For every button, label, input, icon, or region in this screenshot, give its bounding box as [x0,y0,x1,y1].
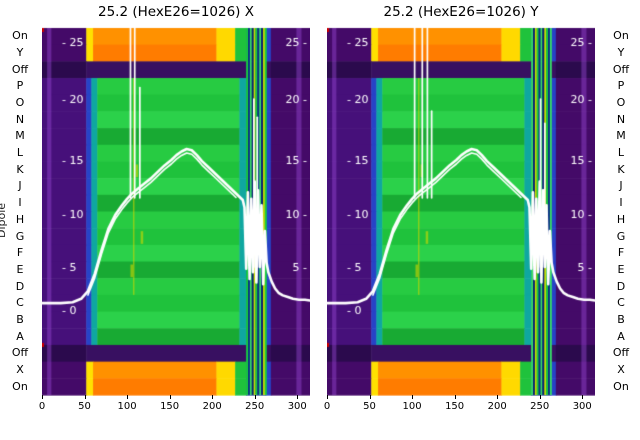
row-label-right-off-19: Off [612,346,630,360]
heatmap-canvas-x [42,0,310,396]
x-tick-mark-0-200 [212,395,214,399]
row-label-right-off-2: Off [612,62,630,76]
row-label-left-a-18: A [16,329,24,343]
x-tick-mark-0-100 [127,395,129,399]
row-label-left-e-14: E [16,262,24,276]
x-tick-mark-1-0 [327,395,328,399]
row-label-right-on-0: On [613,29,629,43]
row-label-right-j-9: J [619,179,623,193]
x-tick-mark-1-300 [582,395,584,399]
x-tick-label-1-150: 150 [445,401,465,412]
x-tick-label-1-50: 50 [363,401,376,412]
x-tick-label-0-0: 0 [38,401,46,412]
row-label-right-d-15: D [616,279,626,293]
row-label-left-off-2: Off [11,62,29,76]
row-label-left-x-20: X [16,362,24,376]
x-tick-mark-0-50 [84,395,86,399]
x-tick-label-0-50: 50 [78,401,91,412]
row-label-left-n-5: N [15,112,25,126]
row-label-right-h-11: H [616,212,626,226]
row-label-left-on-21: On [12,379,28,393]
row-label-right-l-7: L [617,146,625,160]
row-label-left-on-0: On [12,29,28,43]
x-tick-label-1-100: 100 [402,401,422,412]
row-label-left-h-11: H [15,212,25,226]
x-tick-mark-0-150 [169,395,171,399]
x-tick-mark-0-300 [297,395,299,399]
x-tick-label-1-250: 250 [530,401,550,412]
x-tick-mark-1-100 [412,395,414,399]
plot-title-x: 25.2 (HexE26=1026) X [97,4,254,20]
row-label-right-b-17: B [617,312,625,326]
x-tick-mark-1-200 [497,395,499,399]
x-tick-label-0-100: 100 [117,401,137,412]
x-tick-label-1-0: 0 [323,401,331,412]
x-tick-label-0-250: 250 [245,401,265,412]
x-tick-mark-1-150 [454,395,456,399]
row-label-right-g-12: G [616,229,626,243]
row-label-right-e-14: E [617,262,625,276]
row-label-right-o-4: O [616,96,626,110]
x-tick-label-0-150: 150 [160,401,180,412]
row-label-left-m-6: M [15,129,25,143]
plot-title-y: 25.2 (HexE26=1026) Y [383,4,539,20]
row-label-left-j-9: J [18,179,22,193]
x-tick-mark-1-250 [539,395,541,399]
row-label-right-m-6: M [616,129,626,143]
row-label-left-f-13: F [16,246,24,260]
row-label-right-c-16: C [617,296,625,310]
row-label-left-g-12: G [15,229,25,243]
x-tick-mark-0-250 [254,395,256,399]
heatmap-canvas-y [327,0,595,396]
row-label-right-a-18: A [617,329,625,343]
row-label-left-p-3: P [16,79,24,93]
x-tick-mark-1-50 [369,395,371,399]
row-label-left-d-15: D [15,279,25,293]
row-label-right-f-13: F [617,246,625,260]
row-label-left-l-7: L [16,146,24,160]
row-label-left-y-1: Y [16,46,24,60]
x-tick-label-0-200: 200 [202,401,222,412]
row-label-left-c-16: C [16,296,24,310]
row-label-right-i-10: I [619,196,623,210]
row-label-right-k-8: K [617,162,625,176]
row-label-left-b-17: B [16,312,24,326]
row-label-left-off-19: Off [11,346,29,360]
x-tick-label-0-300: 300 [287,401,307,412]
row-label-right-x-20: X [617,362,625,376]
row-label-right-n-5: N [616,112,626,126]
row-label-right-y-1: Y [617,46,625,60]
x-tick-label-1-300: 300 [572,401,592,412]
row-label-right-p-3: P [617,79,625,93]
x-tick-mark-0-0 [42,395,43,399]
row-label-left-i-10: I [18,196,22,210]
row-label-left-k-8: K [16,162,24,176]
row-label-left-o-4: O [15,96,25,110]
x-tick-label-1-200: 200 [487,401,507,412]
row-label-right-on-21: On [613,379,629,393]
